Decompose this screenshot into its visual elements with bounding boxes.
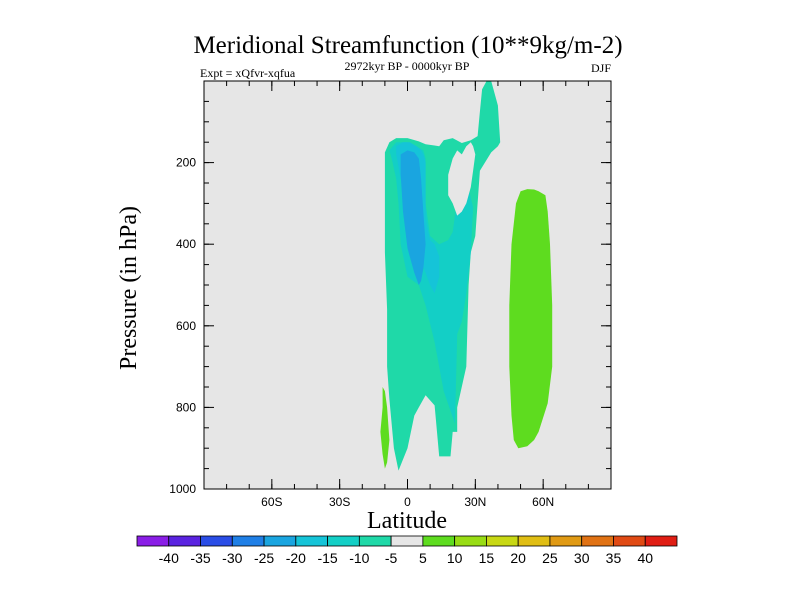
axis-ticks: 60S 30S 0 30N 60N 200 400 600 800 1000 [169, 80, 612, 509]
colorbar-swatch [517, 535, 551, 547]
colorbar-label: 5 [419, 550, 427, 566]
y-tick-label: 200 [176, 156, 196, 170]
colorbar-swatch [549, 535, 583, 547]
colorbar-label: -10 [349, 550, 369, 566]
colorbar-label: 30 [574, 550, 590, 566]
chart-title: Meridional Streamfunction (10**9kg/m-2) [193, 32, 622, 59]
colorbar: -40 -35 -30 -25 -20 -15 -10 -5 5 10 15 20 25 30 35 40 [136, 535, 678, 566]
colorbar-label: -5 [385, 550, 398, 566]
colorbar-swatch [168, 535, 201, 547]
colorbar-swatch [581, 535, 614, 547]
x-axis-label: Latitude [367, 508, 447, 534]
x-tick-label: 60S [261, 495, 282, 509]
contour-region-5 [448, 142, 476, 216]
contour-region-7 [380, 387, 390, 469]
colorbar-swatch [263, 535, 297, 547]
colorbar-label: -15 [317, 550, 337, 566]
colorbar-swatch [422, 535, 456, 547]
colorbar-swatch [200, 535, 233, 547]
y-axis-label: Pressure (in hPa) [116, 206, 142, 370]
x-tick-label: 60N [532, 495, 554, 509]
x-tick-label: 30N [464, 495, 486, 509]
x-tick-label: 30S [329, 495, 350, 509]
y-tick-label: 600 [176, 319, 196, 333]
contour-region-6 [509, 189, 553, 449]
colorbar-swatch [231, 535, 265, 547]
colorbar-swatch [295, 535, 328, 547]
colorbar-swatch [390, 535, 424, 547]
subtitle-right: DJF [591, 61, 611, 75]
contour-regions [380, 81, 553, 471]
colorbar-swatch [358, 535, 392, 547]
subtitle-center: 2972kyr BP - 0000kyr BP [345, 59, 470, 73]
x-tick-label: 0 [404, 495, 411, 509]
colorbar-label: -25 [254, 550, 274, 566]
colorbar-label: -40 [159, 550, 179, 566]
colorbar-swatch [613, 535, 646, 547]
colorbar-label: 15 [479, 550, 495, 566]
colorbar-label: -20 [286, 550, 306, 566]
colorbar-label: -35 [190, 550, 210, 566]
colorbar-swatch [136, 535, 170, 547]
subtitle-left: Expt = xQfvr-xqfua [200, 66, 296, 80]
colorbar-swatch [454, 535, 487, 547]
colorbar-swatch [644, 535, 678, 547]
colorbar-swatch [486, 535, 519, 547]
y-tick-label: 1000 [169, 482, 196, 496]
colorbar-label: 10 [447, 550, 463, 566]
colorbar-label: 40 [637, 550, 653, 566]
y-tick-label: 800 [176, 400, 196, 414]
colorbar-label: 25 [542, 550, 558, 566]
colorbar-label: -30 [222, 550, 242, 566]
y-tick-label: 400 [176, 237, 196, 251]
contour-region-4 [400, 150, 426, 285]
colorbar-label: 35 [606, 550, 622, 566]
colorbar-swatch [327, 535, 360, 547]
colorbar-label: 20 [510, 550, 526, 566]
